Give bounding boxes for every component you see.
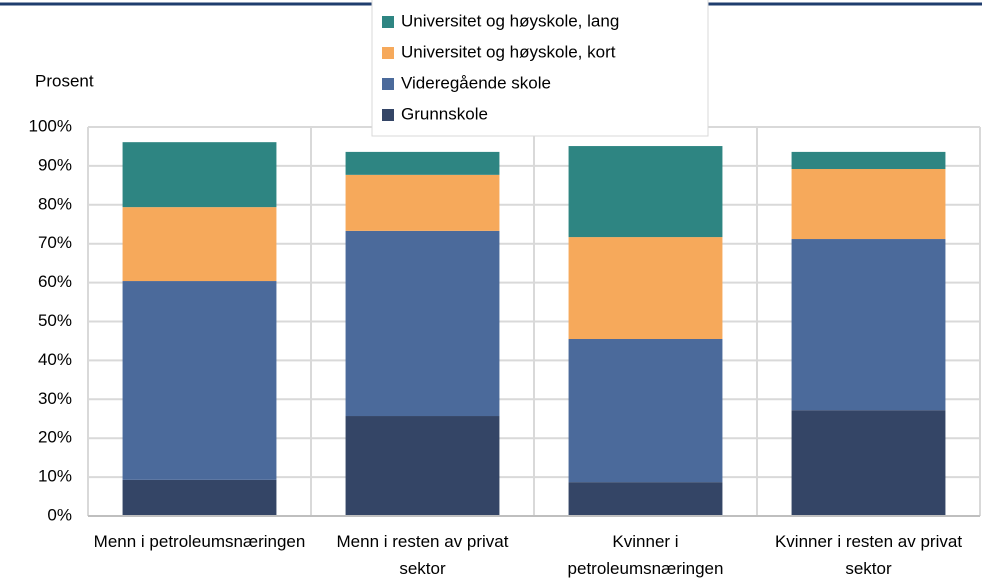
y-tick-label: 40% — [38, 350, 72, 369]
legend-swatch — [382, 109, 394, 121]
x-tick-label: Menn i petroleumsnæringen — [93, 532, 306, 551]
y-tick-label: 50% — [38, 311, 72, 330]
y-tick-label: 0% — [47, 505, 72, 524]
bar-segment — [122, 479, 277, 516]
x-tick-label: Kvinner i petroleumsnæringen — [567, 532, 724, 578]
y-tick-label: 10% — [38, 467, 72, 486]
bar-segment — [791, 151, 946, 170]
y-tick-label: 20% — [38, 428, 72, 447]
bar-segment — [345, 416, 500, 516]
legend-label: Videregående skole — [401, 73, 551, 92]
legend-swatch — [382, 16, 394, 28]
y-axis-label: Prosent — [35, 71, 94, 90]
bar-segment — [122, 207, 277, 282]
bar-segment — [568, 146, 723, 238]
legend-swatch — [382, 78, 394, 90]
bar-segment — [345, 174, 500, 231]
y-tick-label: 60% — [38, 272, 72, 291]
bar-segment — [791, 239, 946, 411]
bar-segment — [122, 281, 277, 480]
bar-segment — [122, 142, 277, 208]
y-tick-label: 80% — [38, 194, 72, 213]
legend-label: Universitet og høyskole, kort — [401, 42, 616, 61]
legend-box — [371, 0, 709, 137]
x-tick-label: Menn i resten av privat sektor — [336, 532, 509, 578]
bar-segment — [568, 339, 723, 483]
y-tick-label: 30% — [38, 389, 72, 408]
legend-label: Universitet og høyskole, lang — [401, 11, 619, 30]
bar-segment — [791, 169, 946, 240]
y-tick-label: 70% — [38, 233, 72, 252]
bar-segment — [345, 230, 500, 417]
bar-segment — [568, 237, 723, 340]
y-tick-label: 100% — [29, 116, 72, 135]
bar-segment — [345, 151, 500, 175]
x-tick-label: Kvinner i resten av privat sektor — [774, 532, 963, 578]
bar-segment — [568, 482, 723, 516]
bar-segment — [791, 410, 946, 516]
legend-label: Grunnskole — [401, 104, 488, 123]
y-tick-label: 90% — [38, 155, 72, 174]
legend-swatch — [382, 47, 394, 59]
